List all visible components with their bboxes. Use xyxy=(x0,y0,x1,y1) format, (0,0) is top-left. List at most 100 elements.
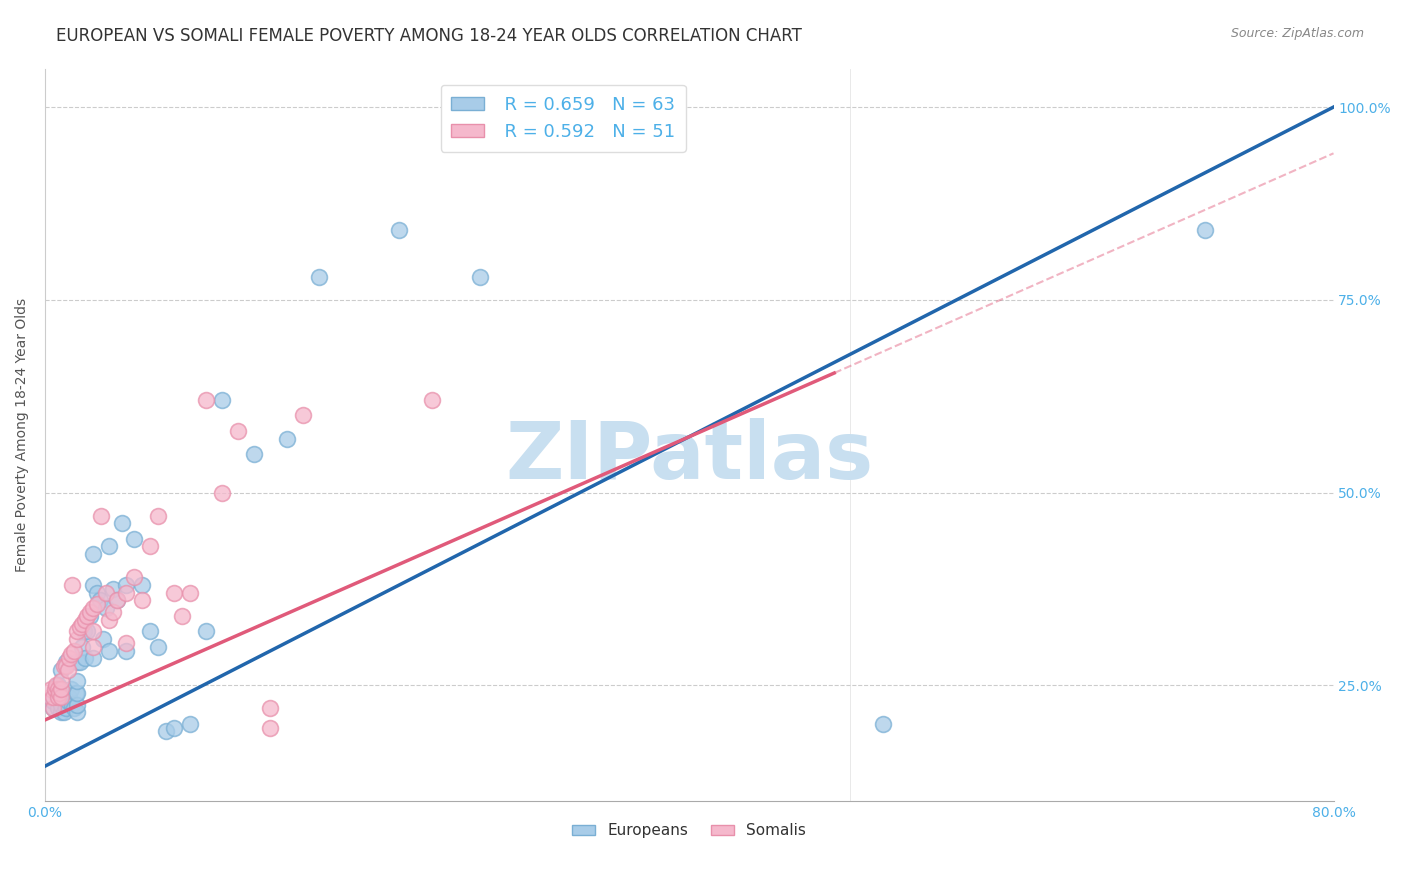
Point xyxy=(66,674,89,689)
Text: ZIPatlas: ZIPatlas xyxy=(505,417,873,496)
Point xyxy=(58,690,80,704)
Point xyxy=(170,608,193,623)
Point xyxy=(60,578,83,592)
Point xyxy=(49,682,72,697)
Point xyxy=(82,651,104,665)
Point xyxy=(79,608,101,623)
Point xyxy=(163,721,186,735)
Point xyxy=(72,624,94,639)
Point xyxy=(49,705,72,719)
Text: EUROPEAN VS SOMALI FEMALE POVERTY AMONG 18-24 YEAR OLDS CORRELATION CHART: EUROPEAN VS SOMALI FEMALE POVERTY AMONG … xyxy=(56,27,801,45)
Point xyxy=(276,432,298,446)
Point xyxy=(131,593,153,607)
Point xyxy=(49,682,72,697)
Point xyxy=(42,701,65,715)
Point xyxy=(48,686,70,700)
Point xyxy=(179,586,201,600)
Point xyxy=(55,701,77,715)
Point xyxy=(42,693,65,707)
Point xyxy=(75,613,97,627)
Point xyxy=(76,608,98,623)
Point xyxy=(46,682,69,697)
Point xyxy=(107,593,129,607)
Point xyxy=(155,724,177,739)
Point xyxy=(131,578,153,592)
Point xyxy=(75,651,97,665)
Point xyxy=(49,698,72,712)
Point xyxy=(163,586,186,600)
Point xyxy=(107,593,129,607)
Point xyxy=(146,640,169,654)
Point xyxy=(41,682,63,697)
Point xyxy=(70,616,93,631)
Point xyxy=(82,601,104,615)
Point xyxy=(55,659,77,673)
Point xyxy=(98,540,121,554)
Point xyxy=(146,508,169,523)
Point xyxy=(114,586,136,600)
Point xyxy=(114,578,136,592)
Point xyxy=(122,532,145,546)
Point xyxy=(44,686,66,700)
Point xyxy=(66,698,89,712)
Point xyxy=(70,640,93,654)
Point xyxy=(291,409,314,423)
Point xyxy=(211,392,233,407)
Point xyxy=(48,686,70,700)
Point xyxy=(96,601,118,615)
Point xyxy=(45,678,67,692)
Point xyxy=(98,613,121,627)
Y-axis label: Female Poverty Among 18-24 Year Olds: Female Poverty Among 18-24 Year Olds xyxy=(15,298,30,572)
Point xyxy=(195,624,218,639)
Point xyxy=(138,624,160,639)
Point xyxy=(60,698,83,712)
Point xyxy=(420,392,443,407)
Point xyxy=(46,690,69,704)
Point xyxy=(58,651,80,665)
Point xyxy=(259,721,281,735)
Point xyxy=(211,485,233,500)
Point xyxy=(82,547,104,561)
Point xyxy=(195,392,218,407)
Point xyxy=(49,663,72,677)
Point xyxy=(114,643,136,657)
Point xyxy=(53,705,76,719)
Point xyxy=(45,682,67,697)
Point xyxy=(82,624,104,639)
Point xyxy=(42,690,65,704)
Point xyxy=(42,701,65,715)
Point xyxy=(69,620,91,634)
Point xyxy=(82,578,104,592)
Point xyxy=(66,705,89,719)
Point xyxy=(91,632,114,646)
Point xyxy=(872,716,894,731)
Point xyxy=(66,686,89,700)
Point xyxy=(179,716,201,731)
Point xyxy=(56,663,79,677)
Point xyxy=(49,690,72,704)
Point xyxy=(63,643,86,657)
Point xyxy=(66,624,89,639)
Point xyxy=(98,643,121,657)
Point xyxy=(46,678,69,692)
Point xyxy=(49,674,72,689)
Point xyxy=(226,424,249,438)
Point xyxy=(49,686,72,700)
Point xyxy=(56,693,79,707)
Point xyxy=(138,540,160,554)
Text: Source: ZipAtlas.com: Source: ZipAtlas.com xyxy=(1230,27,1364,40)
Point xyxy=(122,570,145,584)
Point xyxy=(1194,223,1216,237)
Point xyxy=(59,648,82,662)
Point xyxy=(101,582,124,596)
Point xyxy=(114,636,136,650)
Point xyxy=(86,586,108,600)
Point xyxy=(243,447,266,461)
Point xyxy=(101,605,124,619)
Point xyxy=(76,624,98,639)
Point xyxy=(53,659,76,673)
Point xyxy=(79,605,101,619)
Point xyxy=(468,269,491,284)
Point xyxy=(82,640,104,654)
Legend: Europeans, Somalis: Europeans, Somalis xyxy=(567,817,813,845)
